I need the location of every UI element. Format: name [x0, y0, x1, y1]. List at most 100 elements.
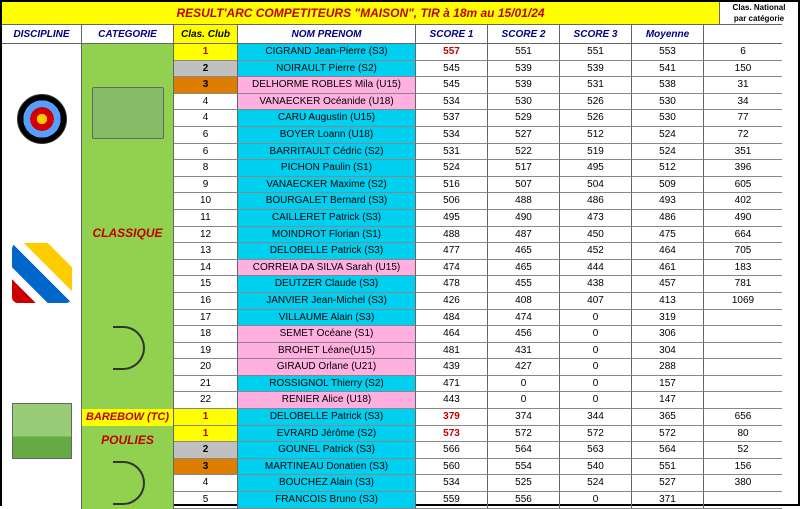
table-row: 1CIGRAND Jean-Pierre (S3)5575515515536: [174, 44, 798, 61]
s3-cell: 504: [560, 177, 632, 194]
s2-cell: 488: [488, 193, 560, 210]
s3-cell: 519: [560, 144, 632, 161]
s2-cell: 522: [488, 144, 560, 161]
club-rank-cell: 4: [174, 94, 238, 111]
s3-cell: 531: [560, 77, 632, 94]
header-club-rank: Clas. Club: [174, 24, 238, 44]
table-row: 14CORREIA DA SILVA Sarah (U15)4744654444…: [174, 260, 798, 277]
name-cell: ROSSIGNOL Thierry (S2): [238, 376, 416, 393]
club-rank-cell: 1: [174, 426, 238, 443]
name-cell: GIRAUD Orlane (U21): [238, 359, 416, 376]
s2-cell: 530: [488, 94, 560, 111]
s1-cell: 524: [416, 160, 488, 177]
national-rank-cell: 183: [704, 260, 782, 277]
national-rank-cell: 77: [704, 110, 782, 127]
national-rank-cell: [704, 492, 782, 509]
name-cell: BOUCHEZ Alain (S3): [238, 475, 416, 492]
moy-cell: 157: [632, 376, 704, 393]
s3-cell: 450: [560, 227, 632, 244]
national-rank-cell: [704, 310, 782, 327]
national-rank-cell: 1069: [704, 293, 782, 310]
moy-cell: 530: [632, 110, 704, 127]
moy-cell: 147: [632, 392, 704, 409]
national-rank-cell: 80: [704, 426, 782, 443]
national-rank-cell: 664: [704, 227, 782, 244]
s3-cell: 486: [560, 193, 632, 210]
s2-cell: 525: [488, 475, 560, 492]
category-barebow: BAREBOW (TC): [82, 409, 173, 426]
club-rank-cell: 13: [174, 243, 238, 260]
national-rank-cell: [704, 326, 782, 343]
arrows-icon: [12, 243, 72, 303]
club-rank-cell: 4: [174, 110, 238, 127]
name-cell: FRANCOIS Bruno (S3): [238, 492, 416, 509]
header-categorie: CATEGORIE: [82, 24, 174, 44]
table-row: 4CARU Augustin (U15)53752952653077: [174, 110, 798, 127]
table-row: 6BOYER Loann (U18)53452751252472: [174, 127, 798, 144]
table-row: 3DELHORME ROBLES Mila (U15)5455395315383…: [174, 77, 798, 94]
club-rank-cell: 6: [174, 144, 238, 161]
s2-cell: 474: [488, 310, 560, 327]
s1-cell: 560: [416, 459, 488, 476]
s3-cell: 0: [560, 392, 632, 409]
table-row: 3MARTINEAU Donatien (S3)560554540551156: [174, 459, 798, 476]
moy-cell: 304: [632, 343, 704, 360]
table-row: 19BROHET Léane(U15)4814310304: [174, 343, 798, 360]
s3-cell: 563: [560, 442, 632, 459]
header-discipline: DISCIPLINE: [2, 24, 82, 44]
s1-cell: 439: [416, 359, 488, 376]
header-moyenne: Moyenne: [632, 24, 704, 44]
moy-cell: 524: [632, 144, 704, 161]
club-rank-cell: 22: [174, 392, 238, 409]
s1-cell: 516: [416, 177, 488, 194]
s3-cell: 540: [560, 459, 632, 476]
table-row: 17VILLAUME Alain (S3)4844740319: [174, 310, 798, 327]
club-rank-cell: 11: [174, 210, 238, 227]
s1-cell: 477: [416, 243, 488, 260]
s1-cell: 495: [416, 210, 488, 227]
s3-cell: 512: [560, 127, 632, 144]
header-score3: SCORE 3: [560, 24, 632, 44]
s2-cell: 427: [488, 359, 560, 376]
s1-cell: 545: [416, 77, 488, 94]
moy-cell: 457: [632, 276, 704, 293]
national-rank-cell: [704, 343, 782, 360]
club-rank-cell: 9: [174, 177, 238, 194]
s2-cell: 527: [488, 127, 560, 144]
data-rows: 1CIGRAND Jean-Pierre (S3)55755155155362N…: [174, 44, 798, 509]
table-row: 2GOUNEL Patrick (S3)56656456356452: [174, 442, 798, 459]
moy-cell: 509: [632, 177, 704, 194]
archer-photo-icon: [12, 403, 72, 459]
name-cell: DELOBELLE Patrick (S3): [238, 409, 416, 426]
s2-cell: 465: [488, 243, 560, 260]
table-row: 9VANAECKER Maxime (S2)516507504509605: [174, 177, 798, 194]
moy-cell: 461: [632, 260, 704, 277]
s1-cell: 443: [416, 392, 488, 409]
s3-cell: 0: [560, 492, 632, 509]
moy-cell: 564: [632, 442, 704, 459]
name-cell: VANAECKER Océanide (U18): [238, 94, 416, 111]
club-rank-cell: 16: [174, 293, 238, 310]
s2-cell: 465: [488, 260, 560, 277]
s1-cell: 559: [416, 492, 488, 509]
table-row: 22RENIER Alice (U18)44300147: [174, 392, 798, 409]
discipline-column: [2, 44, 82, 509]
national-rank-cell: 34: [704, 94, 782, 111]
club-rank-cell: 1: [174, 409, 238, 426]
s3-cell: 0: [560, 310, 632, 327]
target-icon: [17, 94, 67, 144]
category-photo-icon: [92, 87, 164, 139]
club-rank-cell: 10: [174, 193, 238, 210]
name-cell: BROHET Léane(U15): [238, 343, 416, 360]
s2-cell: 556: [488, 492, 560, 509]
s1-cell: 531: [416, 144, 488, 161]
s1-cell: 426: [416, 293, 488, 310]
title-row: RESULT'ARC COMPETITEURS "MAISON", TIR à …: [2, 2, 798, 24]
national-rank-cell: 781: [704, 276, 782, 293]
s2-cell: 431: [488, 343, 560, 360]
moy-cell: 475: [632, 227, 704, 244]
moy-cell: 371: [632, 492, 704, 509]
s2-cell: 374: [488, 409, 560, 426]
national-rank-cell: 380: [704, 475, 782, 492]
nat-header-line2: par catégorie: [720, 13, 798, 24]
